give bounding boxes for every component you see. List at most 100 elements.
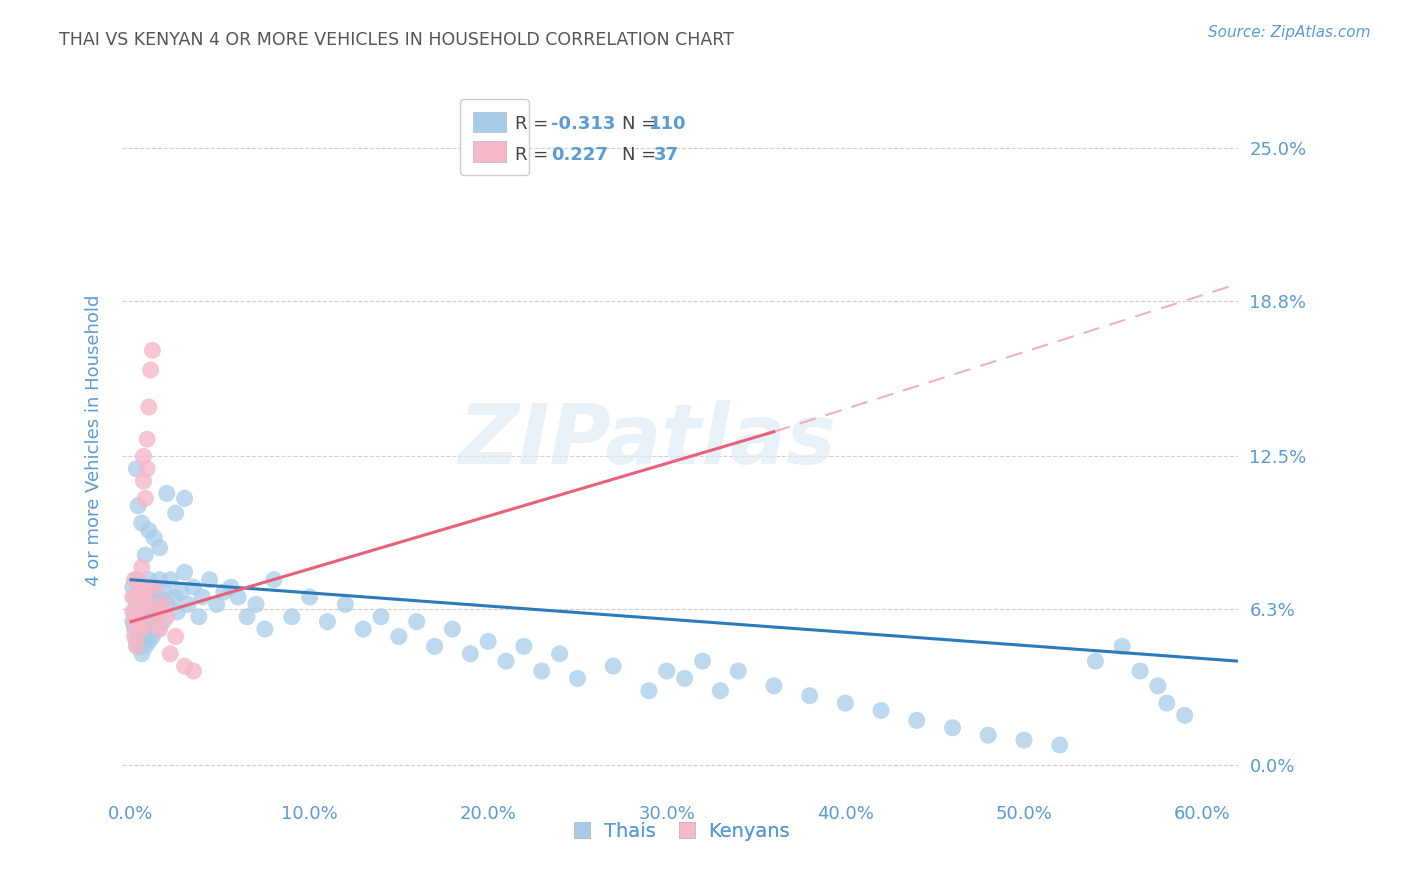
Point [124, 622, 146, 636]
Point [134, 622, 156, 636]
Point [1084, 654, 1107, 668]
Point [143, 580, 166, 594]
Point [173, 659, 195, 673]
Point [129, 585, 152, 599]
Point [423, 640, 446, 654]
Text: N =: N = [621, 115, 662, 133]
Point [163, 590, 186, 604]
Point [152, 598, 174, 612]
Point [405, 615, 427, 629]
Point [125, 590, 148, 604]
Point [191, 590, 214, 604]
Point [316, 615, 339, 629]
Point [156, 486, 179, 500]
Point [134, 580, 156, 594]
Point [165, 630, 187, 644]
Point [125, 598, 148, 612]
Point [124, 590, 146, 604]
Point [134, 640, 156, 654]
Point [127, 573, 149, 587]
Point [138, 598, 160, 612]
Point [165, 506, 187, 520]
Text: Source: ZipAtlas.com: Source: ZipAtlas.com [1208, 25, 1371, 40]
Y-axis label: 4 or more Vehicles in Household: 4 or more Vehicles in Household [86, 294, 103, 586]
Point [138, 400, 160, 414]
Point [132, 580, 155, 594]
Point [153, 585, 176, 599]
Point [132, 609, 155, 624]
Point [146, 590, 169, 604]
Point [673, 672, 696, 686]
Point [138, 524, 160, 538]
Point [125, 640, 148, 654]
Point [495, 654, 517, 668]
Point [148, 622, 170, 636]
Point [335, 598, 357, 612]
Point [977, 728, 1000, 742]
Point [638, 683, 661, 698]
Point [136, 432, 159, 446]
Point [602, 659, 624, 673]
Point [236, 609, 259, 624]
Point [212, 585, 235, 599]
Point [388, 630, 411, 644]
Point [127, 640, 149, 654]
Point [127, 585, 149, 599]
Point [156, 598, 179, 612]
Point [263, 573, 285, 587]
Text: 0.227: 0.227 [551, 145, 607, 164]
Point [352, 622, 374, 636]
Point [134, 548, 156, 562]
Point [121, 605, 143, 619]
Point [136, 615, 159, 629]
Point [183, 580, 205, 594]
Point [129, 615, 152, 629]
Point [131, 598, 153, 612]
Point [530, 664, 553, 678]
Point [226, 590, 249, 604]
Point [139, 363, 162, 377]
Point [131, 647, 153, 661]
Point [370, 609, 392, 624]
Point [187, 609, 209, 624]
Point [1156, 696, 1178, 710]
Text: 110: 110 [650, 115, 686, 133]
Point [124, 615, 146, 629]
Point [159, 647, 181, 661]
Point [124, 630, 146, 644]
Point [198, 573, 221, 587]
Point [121, 590, 143, 604]
Point [138, 573, 160, 587]
Point [1012, 733, 1035, 747]
Point [159, 573, 181, 587]
Point [127, 622, 149, 636]
Point [136, 605, 159, 619]
Point [1147, 679, 1170, 693]
Point [183, 664, 205, 678]
Point [141, 343, 163, 358]
Point [1049, 738, 1071, 752]
Point [125, 634, 148, 648]
Legend: Thais, Kenyans: Thais, Kenyans [562, 814, 797, 848]
Point [125, 609, 148, 624]
Point [1174, 708, 1197, 723]
Point [139, 615, 162, 629]
Point [131, 622, 153, 636]
Point [156, 609, 179, 624]
Point [143, 580, 166, 594]
Point [134, 491, 156, 506]
Point [205, 598, 228, 612]
Point [124, 573, 146, 587]
Point [219, 580, 242, 594]
Point [129, 615, 152, 629]
Point [477, 634, 499, 648]
Point [145, 609, 167, 624]
Text: ZIPatlas: ZIPatlas [458, 400, 835, 481]
Point [173, 566, 195, 580]
Point [121, 580, 143, 594]
Point [441, 622, 464, 636]
Point [138, 605, 160, 619]
Point [127, 605, 149, 619]
Point [548, 647, 571, 661]
Point [148, 541, 170, 555]
